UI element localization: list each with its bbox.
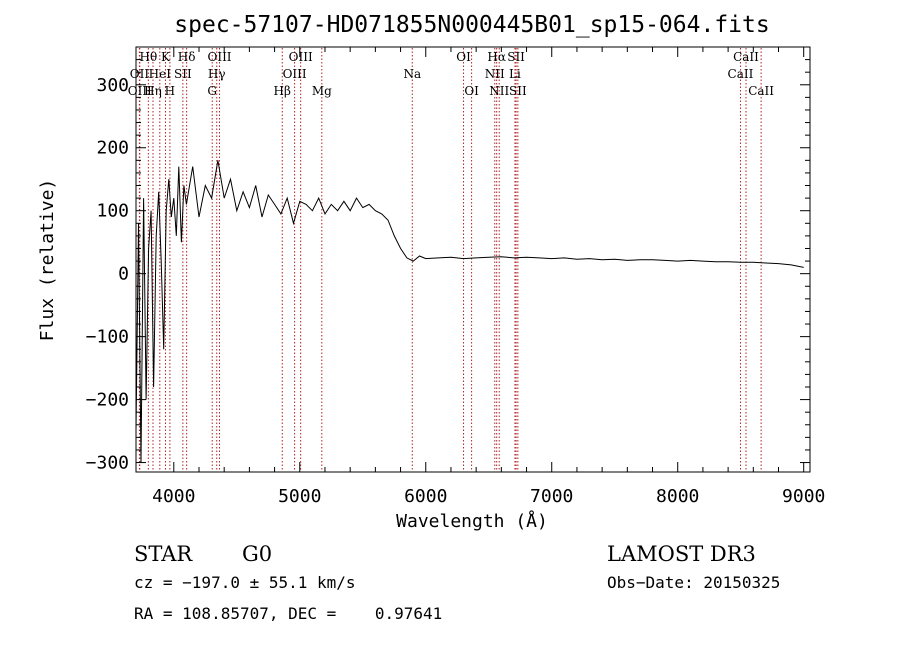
x-axis-label: Wavelength (Å) — [396, 510, 548, 532]
spectral-line-label: OI — [456, 50, 471, 64]
spectral-line-label: Hθ — [139, 50, 157, 64]
x-tick-label: 4000 — [152, 486, 195, 507]
coordinates: RA = 108.85707, DEC = 0.97641 — [134, 604, 442, 623]
y-tick-label: 100 — [96, 201, 129, 222]
spectral-line-labels: Hθ OII OIII HeI Hη K H Hδ SII OIII Hγ G Hβ OIII OIII Mg… — [128, 50, 775, 98]
spectral-line-label: CaII — [728, 67, 754, 81]
spectral-line-label: HeI — [149, 67, 172, 81]
object-subclass: G0 — [242, 542, 272, 566]
spectral-line-label: SII — [507, 50, 525, 64]
spectral-line-label: SII — [174, 67, 192, 81]
x-axis-ticks: 4000 5000 6000 7000 8000 9000 — [152, 47, 825, 507]
spectral-line-label: OII — [130, 67, 150, 81]
spectral-line-label: CaII — [733, 50, 759, 64]
redshift-velocity: cz = −197.0 ± 55.1 km/s — [134, 573, 356, 592]
y-tick-label: −100 — [86, 327, 129, 348]
spectrum-series-line — [135, 160, 804, 463]
plot-area: Hθ OII OIII HeI Hη K H Hδ SII OIII Hγ G Hβ OIII OIII Mg… — [86, 46, 825, 507]
spectral-line-label: K — [161, 50, 171, 64]
survey-name: LAMOST DR3 — [607, 542, 756, 566]
chart-title: spec-57107-HD071855N000445B01_sp15-064.f… — [174, 12, 769, 38]
spectral-line-label: SII — [509, 84, 527, 98]
spectral-line-label: OIII — [283, 67, 307, 81]
spectral-line-markers — [138, 48, 762, 471]
spectral-line-label: NII — [485, 67, 505, 81]
spectral-line-label: Hη — [144, 84, 162, 98]
spectral-line-label: OIII — [128, 84, 152, 98]
spectral-line-label: Li — [509, 67, 521, 81]
spectral-line-label: H — [165, 84, 175, 98]
spectral-line-label: Hδ — [178, 50, 196, 64]
y-axis-label: Flux (relative) — [37, 179, 58, 342]
y-tick-label: 0 — [118, 264, 129, 285]
x-tick-label: 6000 — [404, 486, 447, 507]
x-tick-label: 9000 — [782, 486, 825, 507]
spectral-line-label: NII — [489, 84, 509, 98]
spectral-line-label: G — [207, 84, 217, 98]
y-tick-label: 200 — [96, 138, 129, 159]
object-class: STAR — [134, 542, 193, 566]
observation-date: Obs−Date: 20150325 — [607, 573, 780, 592]
x-tick-label: 5000 — [278, 486, 321, 507]
spectral-line-label: CaII — [748, 84, 774, 98]
x-tick-label: 7000 — [530, 486, 573, 507]
spectral-line-label: OIII — [207, 50, 231, 64]
spectral-line-label: Na — [403, 67, 421, 81]
spectral-line-label: OIII — [289, 50, 313, 64]
spectral-line-label: Hα — [487, 50, 506, 64]
spectral-line-label: Hβ — [274, 84, 291, 98]
y-tick-label: 300 — [96, 75, 129, 96]
y-tick-label: −200 — [86, 390, 129, 411]
spectral-line-label: Hγ — [208, 67, 226, 81]
y-tick-label: −300 — [86, 453, 129, 474]
x-tick-label: 8000 — [656, 486, 699, 507]
plot-frame — [135, 46, 811, 473]
spectral-line-label: Mg — [312, 84, 332, 98]
spectral-line-label: OI — [464, 84, 479, 98]
spectrum-info: STAR G0 LAMOST DR3 cz = −197.0 ± 55.1 km… — [134, 542, 780, 623]
y-axis-ticks: −300 −200 −100 0 100 200 300 — [86, 59, 810, 474]
